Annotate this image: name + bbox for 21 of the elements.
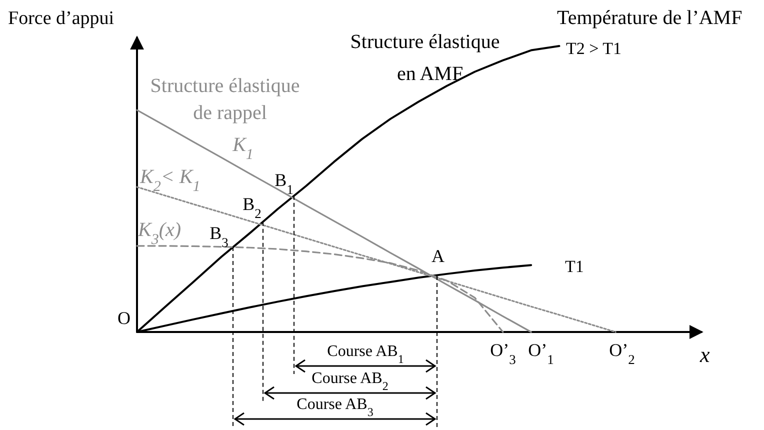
series-label: T1 — [565, 257, 584, 276]
text: Course AB$_{3}$ — [296, 396, 374, 419]
y-axis-title: Force d’appui — [8, 8, 114, 29]
text: O’$_{1}$ — [528, 340, 554, 366]
series-label: K$_{1}$ — [232, 134, 254, 163]
series-label: K$_{3}$(x) — [137, 219, 182, 248]
text: O — [118, 308, 130, 328]
text: Course AB$_{2}$ — [312, 370, 388, 393]
annotation: Structure élastique en AMF — [350, 31, 500, 85]
x-axis-title: x — [699, 342, 710, 367]
series-label: K$_{2}$< K$_{1}$ — [139, 166, 200, 195]
annotation: B$_{2}$ — [242, 194, 262, 220]
text: Température de l’AMF — [557, 7, 742, 29]
text: O’$_{2}$ — [609, 340, 635, 366]
annotation: O’$_{3}$ — [490, 340, 516, 366]
annotation: Structure élastique de rappel — [150, 75, 300, 124]
annotation: B$_{1}$ — [274, 170, 294, 196]
series-label: T2 > T1 — [566, 39, 622, 58]
text: Course AB$_{1}$ — [327, 343, 404, 366]
annotation: A — [432, 246, 444, 266]
annotation: B$_{3}$ — [210, 223, 229, 250]
